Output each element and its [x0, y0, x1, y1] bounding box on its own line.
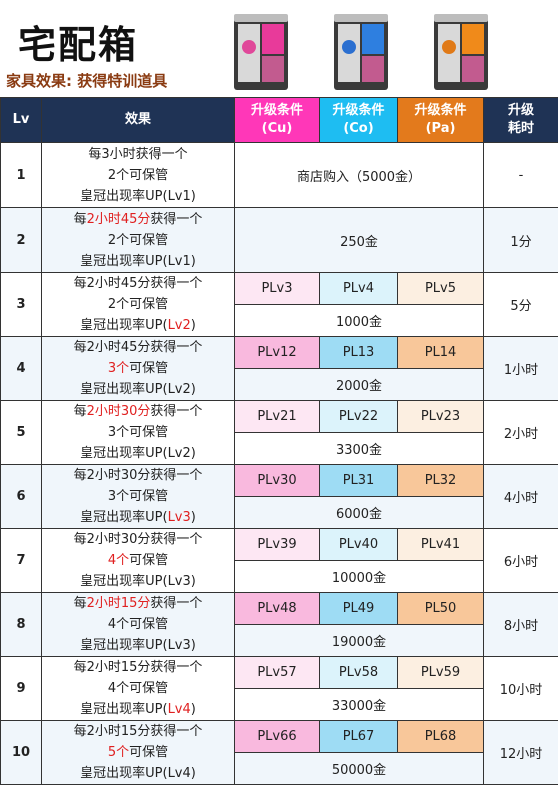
shop-purchase-cell: 商店购入（5000金）	[234, 142, 484, 208]
effect-cell: 每2小时30分获得一个 4个可保管 皇冠出现率UP(Lv3)	[41, 528, 235, 593]
pa-condition-cell: PLv41	[397, 528, 484, 561]
time-cell: -	[483, 142, 558, 208]
pa-condition-cell: PL68	[397, 720, 484, 753]
table-header-row: Lv 效果 升级条件 (Cu) 升级条件 (Co) 升级条件 (Pa) 升级 耗时	[0, 97, 558, 143]
col-header-co: 升级条件 (Co)	[319, 97, 398, 143]
cu-condition-cell: PLv57	[234, 656, 320, 689]
gold-cost-cell: 3300金	[234, 432, 484, 465]
cu-condition-cell: PLv30	[234, 464, 320, 497]
effect-cell: 每2小时45分获得一个 3个可保管 皇冠出现率UP(Lv2)	[41, 336, 235, 401]
page-header: 宅配箱 家具效果: 获得特训道具	[0, 0, 558, 97]
level-cell: 2	[0, 207, 42, 273]
pa-condition-cell: PLv23	[397, 400, 484, 433]
gold-cost-cell: 33000金	[234, 688, 484, 721]
co-condition-cell: PLv40	[319, 528, 398, 561]
gold-cost-cell: 6000金	[234, 496, 484, 529]
cu-condition-cell: PLv3	[234, 272, 320, 305]
effect-cell: 每3小时获得一个 2个可保管 皇冠出现率UP(Lv1)	[41, 142, 235, 208]
table-row: 6 每2小时30分获得一个 3个可保管 皇冠出现率UP(Lv3) PLv30 PL3…	[0, 464, 558, 529]
level-cell: 3	[0, 272, 42, 337]
level-cell: 8	[0, 592, 42, 657]
level-cell: 7	[0, 528, 42, 593]
table-row: 1 每3小时获得一个 2个可保管 皇冠出现率UP(Lv1) 商店购入（5000金） …	[0, 142, 558, 208]
pa-condition-cell: PL32	[397, 464, 484, 497]
co-condition-cell: PL49	[319, 592, 398, 625]
gold-cost-cell: 19000金	[234, 624, 484, 657]
col-header-effect: 效果	[41, 97, 235, 143]
furniture-effect-text: 家具效果: 获得特训道具	[6, 72, 168, 90]
gold-cost-cell: 10000金	[234, 560, 484, 593]
cu-condition-cell: PLv12	[234, 336, 320, 369]
effect-cell: 每2小时15分获得一个 4个可保管 皇冠出现率UP(Lv4)	[41, 656, 235, 721]
gold-cost-cell: 1000金	[234, 304, 484, 337]
effect-cell: 每2小时45分获得一个 2个可保管 皇冠出现率UP(Lv2)	[41, 272, 235, 337]
upgrade-table: Lv 效果 升级条件 (Cu) 升级条件 (Co) 升级条件 (Pa) 升级 耗时 1 …	[0, 97, 558, 785]
cu-condition-cell: PLv39	[234, 528, 320, 561]
effect-cell: 每2小时30分获得一个 3个可保管 皇冠出现率UP(Lv3)	[41, 464, 235, 529]
level-cell: 5	[0, 400, 42, 465]
time-cell: 5分	[483, 272, 558, 337]
time-cell: 6小时	[483, 528, 558, 593]
table-row: 3 每2小时45分获得一个 2个可保管 皇冠出现率UP(Lv2) PLv3 PLv4…	[0, 272, 558, 337]
co-condition-cell: PL31	[319, 464, 398, 497]
time-cell: 1小时	[483, 336, 558, 401]
table-row-gold: 33000金	[0, 688, 558, 721]
table-row: 9 每2小时15分获得一个 4个可保管 皇冠出现率UP(Lv4) PLv57 PLv…	[0, 656, 558, 721]
gold-cost-cell: 2000金	[234, 368, 484, 401]
level-cell: 9	[0, 656, 42, 721]
table-row: 10 每2小时15分获得一个 5个可保管 皇冠出现率UP(Lv4) PLv66 PL…	[0, 720, 558, 785]
cabinet-pa-icon	[430, 8, 492, 92]
time-cell: 10小时	[483, 656, 558, 721]
gold-cost-cell: 50000金	[234, 752, 484, 785]
effect-cell: 每2小时15分获得一个 4个可保管 皇冠出现率UP(Lv3)	[41, 592, 235, 657]
effect-cell: 每2小时15分获得一个 5个可保管 皇冠出现率UP(Lv4)	[41, 720, 235, 785]
co-condition-cell: PLv4	[319, 272, 398, 305]
page-title: 宅配箱	[18, 23, 139, 67]
pa-condition-cell: PL14	[397, 336, 484, 369]
effect-cell: 每2小时45分获得一个 2个可保管 皇冠出现率UP(Lv1)	[41, 207, 235, 273]
gold-cost-cell: 250金	[234, 207, 484, 273]
co-condition-cell: PLv22	[319, 400, 398, 433]
cu-condition-cell: PLv48	[234, 592, 320, 625]
table-row: 8 每2小时15分获得一个 4个可保管 皇冠出现率UP(Lv3) PLv48 PL4…	[0, 592, 558, 657]
pa-condition-cell: PLv5	[397, 272, 484, 305]
time-cell: 8小时	[483, 592, 558, 657]
time-cell: 4小时	[483, 464, 558, 529]
table-row: 7 每2小时30分获得一个 4个可保管 皇冠出现率UP(Lv3) PLv39 PLv…	[0, 528, 558, 593]
effect-cell: 每2小时30分获得一个 3个可保管 皇冠出现率UP(Lv2)	[41, 400, 235, 465]
cu-condition-cell: PLv21	[234, 400, 320, 433]
cabinet-cu-icon	[230, 8, 292, 92]
table-row: 4 每2小时45分获得一个 3个可保管 皇冠出现率UP(Lv2) PLv12 PL1…	[0, 336, 558, 401]
table-row: 5 每2小时30分获得一个 3个可保管 皇冠出现率UP(Lv2) PLv21 PLv…	[0, 400, 558, 465]
col-header-lv: Lv	[0, 97, 42, 143]
col-header-cu: 升级条件 (Cu)	[234, 97, 320, 143]
pa-condition-cell: PLv59	[397, 656, 484, 689]
time-cell: 2小时	[483, 400, 558, 465]
time-cell: 12小时	[483, 720, 558, 785]
cabinet-co-icon	[330, 8, 392, 92]
pa-condition-cell: PL50	[397, 592, 484, 625]
time-cell: 1分	[483, 207, 558, 273]
level-cell: 6	[0, 464, 42, 529]
co-condition-cell: PL13	[319, 336, 398, 369]
col-header-pa: 升级条件 (Pa)	[397, 97, 484, 143]
co-condition-cell: PL67	[319, 720, 398, 753]
co-condition-cell: PLv58	[319, 656, 398, 689]
cu-condition-cell: PLv66	[234, 720, 320, 753]
table-row: 2 每2小时45分获得一个 2个可保管 皇冠出现率UP(Lv1) 250金 1分	[0, 207, 558, 273]
col-header-time: 升级 耗时	[483, 97, 558, 143]
level-cell: 10	[0, 720, 42, 785]
level-cell: 1	[0, 142, 42, 208]
level-cell: 4	[0, 336, 42, 401]
